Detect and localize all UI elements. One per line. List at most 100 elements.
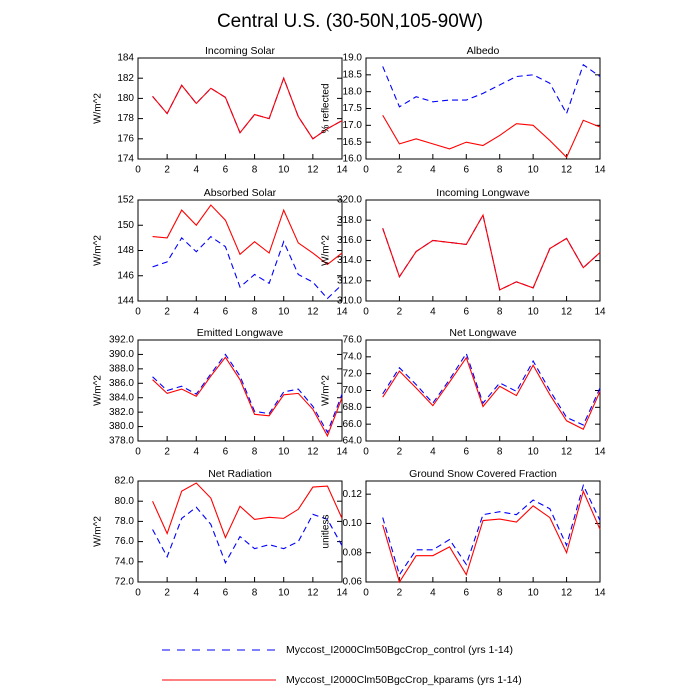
x-tick-label: 12 [307, 307, 319, 318]
x-tick-label: 6 [223, 588, 229, 599]
x-tick-label: 0 [363, 447, 369, 458]
x-tick-label: 6 [464, 588, 470, 599]
y-tick-label: 17.0 [343, 120, 363, 131]
y-tick-label: 78.0 [115, 516, 135, 527]
y-tick-label: 382.0 [109, 407, 134, 418]
x-tick-label: 10 [278, 307, 290, 318]
x-tick-label: 10 [278, 588, 290, 599]
panel-title: Incoming Longwave [436, 187, 530, 199]
plot-frame [137, 57, 343, 160]
x-tick-label: 14 [594, 588, 606, 599]
y-axis-label: W/m^2 [93, 235, 104, 266]
y-tick-label: 378.0 [109, 436, 134, 447]
x-tick-label: 14 [336, 307, 348, 318]
legend-label: Myccost_I2000Clm50BgcCrop_control (yrs 1… [286, 644, 513, 656]
x-tick-label: 14 [594, 165, 606, 176]
plot-frame [365, 480, 601, 583]
x-tick-label: 12 [561, 588, 573, 599]
series-line [152, 204, 343, 266]
y-tick-label: 314.0 [337, 255, 362, 266]
y-tick-label: 0.08 [343, 547, 363, 558]
x-tick-label: 4 [194, 165, 200, 176]
y-tick-label: 80.0 [115, 496, 135, 507]
x-tick-label: 2 [397, 307, 403, 318]
y-tick-label: 16.0 [343, 154, 363, 165]
legend-label: Myccost_I2000Clm50BgcCrop_kparams (yrs 1… [286, 674, 522, 686]
y-tick-label: 388.0 [109, 363, 134, 374]
y-tick-label: 144 [117, 296, 134, 307]
y-axis-label: W/m^2 [93, 375, 104, 406]
x-tick-label: 12 [307, 447, 319, 458]
y-tick-label: 150 [117, 220, 134, 231]
x-tick-label: 2 [164, 307, 170, 318]
x-tick-label: 4 [430, 588, 436, 599]
y-tick-label: 320.0 [337, 195, 362, 206]
series-line [152, 482, 343, 539]
y-axis-label: % reflected [321, 83, 332, 133]
x-tick-label: 8 [252, 588, 258, 599]
y-axis-label: W/m^2 [93, 516, 104, 547]
y-tick-label: 64.0 [343, 436, 363, 447]
y-tick-label: 74.0 [343, 351, 363, 362]
series-line [382, 114, 601, 159]
y-axis-label: W/m^2 [321, 375, 332, 406]
panel-title: Net Radiation [208, 468, 272, 480]
series-line [382, 483, 601, 576]
plot-frame [137, 339, 343, 442]
x-tick-label: 8 [497, 447, 503, 458]
x-tick-label: 12 [561, 165, 573, 176]
x-tick-label: 6 [464, 447, 470, 458]
y-tick-label: 76.0 [115, 536, 135, 547]
y-tick-label: 182 [117, 73, 134, 84]
y-tick-label: 0.10 [343, 518, 363, 529]
x-tick-label: 4 [430, 165, 436, 176]
y-tick-label: 180 [117, 93, 134, 104]
x-tick-label: 2 [164, 447, 170, 458]
y-tick-label: 386.0 [109, 378, 134, 389]
y-tick-label: 176 [117, 133, 134, 144]
x-tick-label: 8 [497, 165, 503, 176]
x-tick-label: 10 [528, 447, 540, 458]
series-line [152, 356, 343, 438]
y-axis-label: unitless [321, 515, 332, 549]
x-tick-label: 6 [464, 307, 470, 318]
x-tick-label: 10 [278, 447, 290, 458]
series-line [382, 356, 601, 430]
x-tick-label: 2 [397, 447, 403, 458]
x-tick-label: 2 [397, 165, 403, 176]
x-tick-label: 0 [135, 307, 141, 318]
x-tick-label: 10 [528, 588, 540, 599]
y-tick-label: 16.5 [343, 137, 363, 148]
x-tick-label: 14 [336, 447, 348, 458]
y-tick-label: 174 [117, 154, 134, 165]
y-tick-label: 184 [117, 53, 134, 64]
y-tick-label: 18.5 [343, 69, 363, 80]
series-line [152, 76, 343, 140]
y-tick-label: 66.0 [343, 419, 363, 430]
series-line [152, 235, 343, 300]
x-tick-label: 6 [223, 447, 229, 458]
x-tick-label: 4 [194, 307, 200, 318]
series-line [382, 489, 601, 584]
y-tick-label: 19.0 [343, 53, 363, 64]
series-line [152, 353, 343, 434]
x-tick-label: 14 [336, 165, 348, 176]
plot-frame [137, 480, 343, 583]
y-tick-label: 148 [117, 245, 134, 256]
y-tick-label: 310.0 [337, 296, 362, 307]
x-tick-label: 0 [135, 165, 141, 176]
x-tick-label: 8 [497, 588, 503, 599]
series-line [382, 213, 601, 291]
x-tick-label: 2 [397, 588, 403, 599]
y-tick-label: 0.06 [343, 577, 363, 588]
y-tick-label: 146 [117, 270, 134, 281]
y-tick-label: 74.0 [115, 556, 135, 567]
x-tick-label: 6 [464, 165, 470, 176]
series-line [152, 506, 343, 565]
x-tick-label: 2 [164, 588, 170, 599]
panel-title: Absorbed Solar [204, 187, 277, 199]
x-tick-label: 8 [497, 307, 503, 318]
y-tick-label: 380.0 [109, 421, 134, 432]
x-tick-label: 8 [252, 447, 258, 458]
